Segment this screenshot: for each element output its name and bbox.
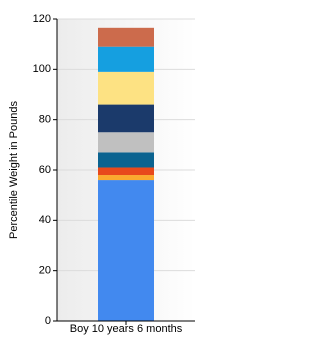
- y-tick-label: 40: [39, 214, 51, 226]
- bar-segment: [98, 46, 154, 72]
- y-tick-label: 60: [39, 164, 51, 176]
- y-tick-label: 80: [39, 114, 51, 126]
- bar-segment: [98, 132, 154, 153]
- chart: Percentile Weight in Pounds 0 20 40 60 80 100…: [7, 12, 195, 335]
- y-axis-label: Percentile Weight in Pounds: [8, 101, 20, 239]
- bar-segment: [98, 167, 154, 176]
- bar-segment: [98, 152, 154, 168]
- y-tick-label: 0: [45, 315, 51, 327]
- y-tick-label: 20: [39, 265, 51, 277]
- y-tick-label: 120: [33, 13, 51, 25]
- bar-segment: [98, 175, 154, 181]
- bar-segment: [98, 27, 154, 47]
- x-tick-label: Boy 10 years 6 months: [70, 323, 183, 335]
- bar-segment: [98, 71, 154, 105]
- bar-segment: [98, 180, 154, 321]
- bar-segment: [98, 104, 154, 133]
- y-tick-label: 100: [33, 63, 51, 75]
